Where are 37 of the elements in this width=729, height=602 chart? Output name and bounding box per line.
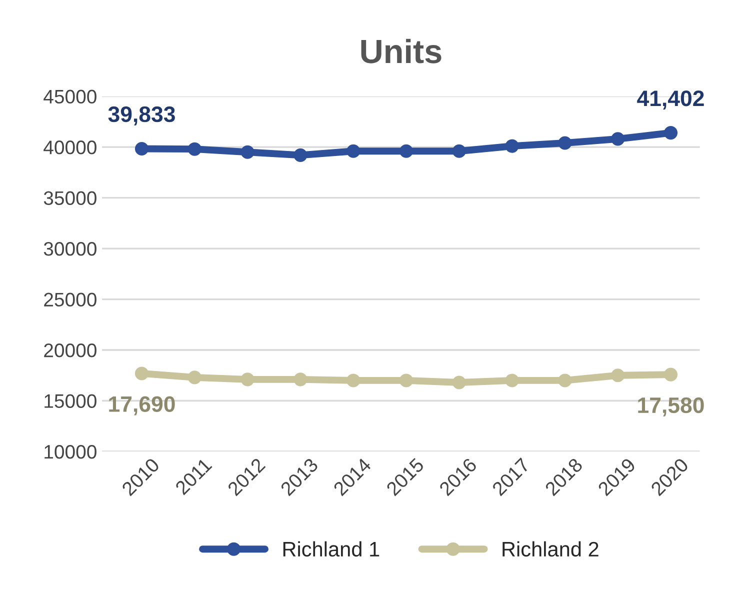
y-tick-label: 45000 (44, 90, 96, 104)
point (240, 145, 254, 159)
point (611, 132, 625, 146)
y-tick-label: 30000 (44, 242, 96, 256)
point (664, 126, 678, 140)
point (452, 376, 466, 390)
point (505, 374, 519, 388)
y-tick-label: 25000 (44, 292, 96, 307)
point (399, 144, 414, 158)
legend-label: Richland 2 (502, 541, 598, 557)
point (611, 368, 625, 382)
point (188, 142, 202, 156)
point (505, 139, 519, 153)
chart-title: Units (361, 38, 442, 64)
legend-label: Richland 1 (283, 541, 380, 557)
y-tick-label: 40000 (44, 140, 96, 154)
y-tick-label: 15000 (44, 394, 96, 408)
point (558, 374, 572, 388)
y-tick-label: 10000 (44, 444, 96, 459)
point (558, 136, 572, 150)
y-tick-label: 35000 (44, 191, 96, 206)
point (399, 374, 414, 388)
point (240, 372, 254, 386)
point (134, 142, 149, 156)
point (294, 372, 308, 386)
point (134, 366, 149, 380)
point (188, 370, 202, 384)
point (664, 368, 678, 382)
data-label: 17,580 (638, 397, 704, 416)
point (346, 144, 360, 158)
data-label: 39,833 (108, 106, 175, 126)
point (294, 148, 308, 162)
y-tick-label: 20000 (44, 343, 96, 358)
point (346, 374, 360, 388)
data-label: 41,402 (637, 90, 704, 110)
point (452, 144, 466, 158)
data-label: 17,690 (109, 396, 175, 416)
